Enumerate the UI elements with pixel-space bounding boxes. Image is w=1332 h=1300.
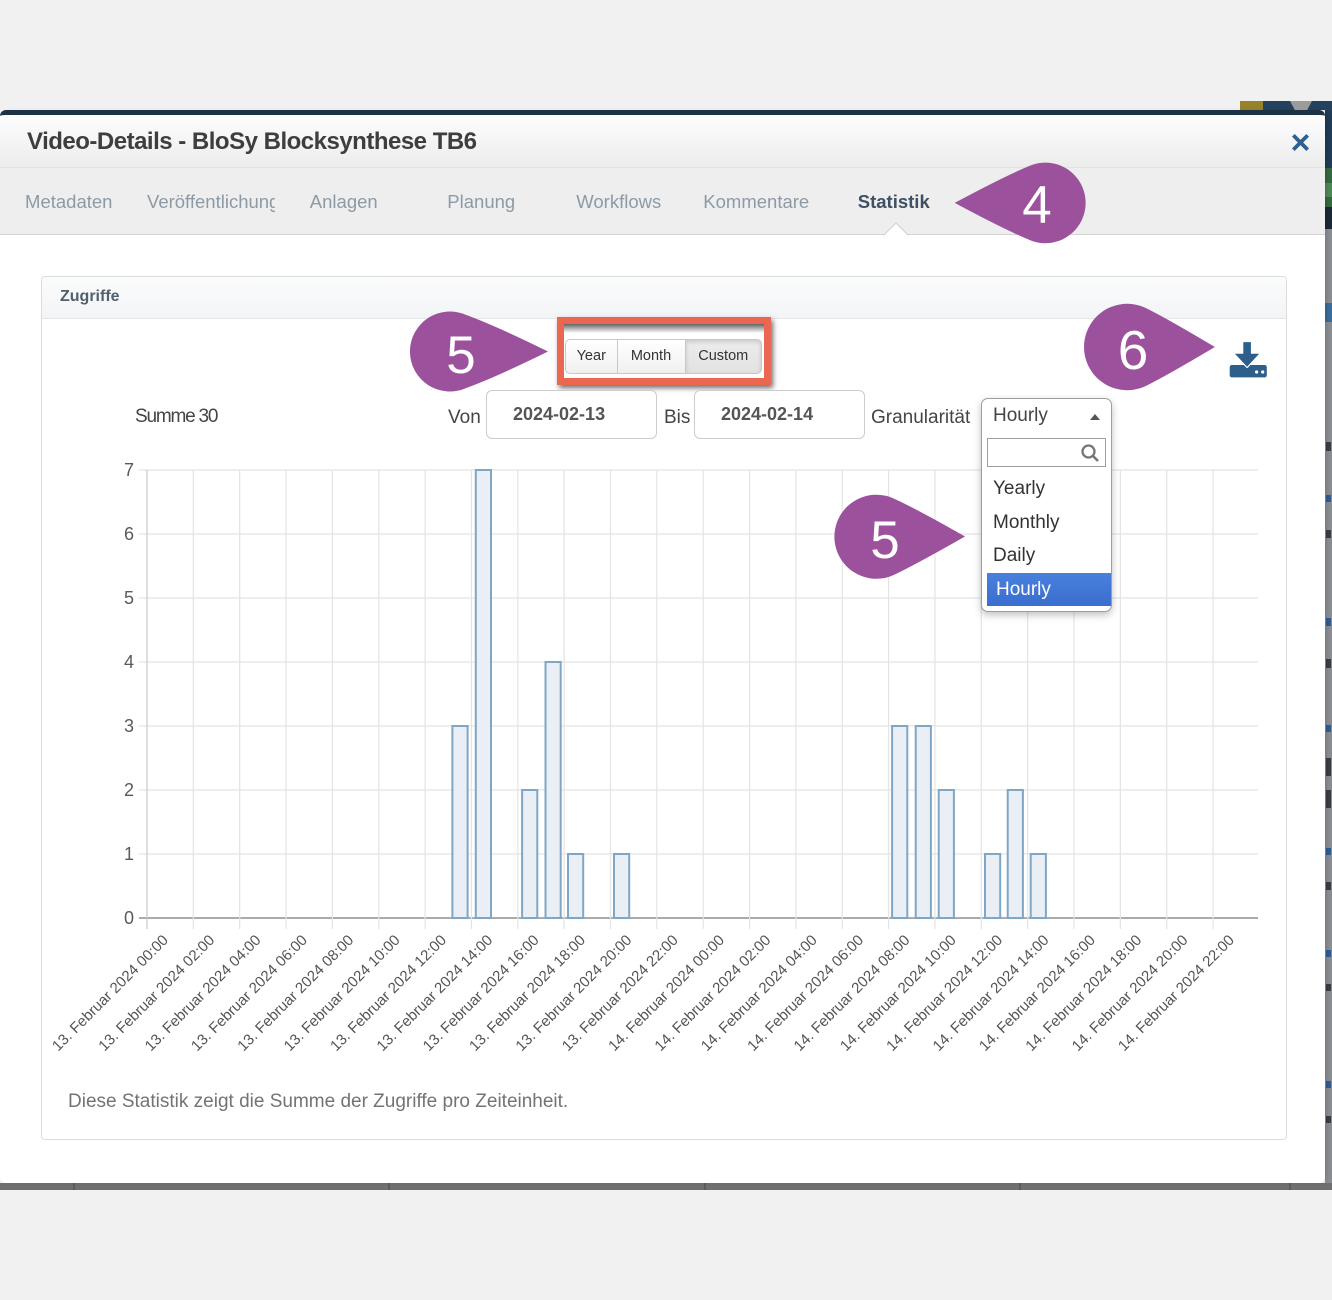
svg-text:5: 5 <box>870 511 899 570</box>
svg-text:7: 7 <box>124 460 134 480</box>
svg-text:4: 4 <box>124 652 134 672</box>
svg-text:6: 6 <box>1118 319 1149 381</box>
svg-text:3: 3 <box>124 716 134 736</box>
svg-text:6: 6 <box>124 524 134 544</box>
svg-text:4: 4 <box>1022 176 1051 235</box>
svg-text:1: 1 <box>124 844 134 864</box>
svg-text:0: 0 <box>124 908 134 928</box>
svg-text:2: 2 <box>124 780 134 800</box>
svg-text:5: 5 <box>446 326 475 385</box>
svg-text:5: 5 <box>124 588 134 608</box>
